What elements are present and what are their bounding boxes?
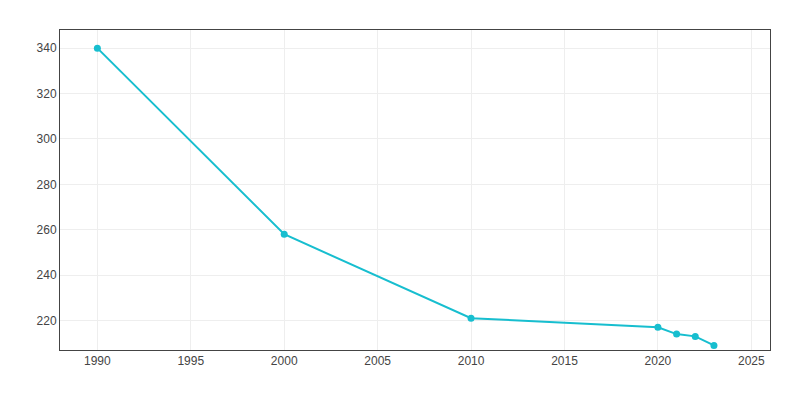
svg-text:2000: 2000 bbox=[271, 354, 298, 368]
svg-text:2025: 2025 bbox=[738, 354, 765, 368]
svg-text:260: 260 bbox=[37, 223, 57, 237]
svg-text:340: 340 bbox=[37, 41, 57, 55]
svg-text:2015: 2015 bbox=[551, 354, 578, 368]
svg-text:280: 280 bbox=[37, 178, 57, 192]
svg-text:1990: 1990 bbox=[84, 354, 111, 368]
svg-text:220: 220 bbox=[37, 314, 57, 328]
svg-text:1995: 1995 bbox=[177, 354, 204, 368]
svg-text:2005: 2005 bbox=[364, 354, 391, 368]
svg-text:300: 300 bbox=[37, 132, 57, 146]
svg-text:2020: 2020 bbox=[645, 354, 672, 368]
svg-text:2010: 2010 bbox=[458, 354, 485, 368]
svg-text:320: 320 bbox=[37, 87, 57, 101]
svg-text:240: 240 bbox=[37, 268, 57, 282]
